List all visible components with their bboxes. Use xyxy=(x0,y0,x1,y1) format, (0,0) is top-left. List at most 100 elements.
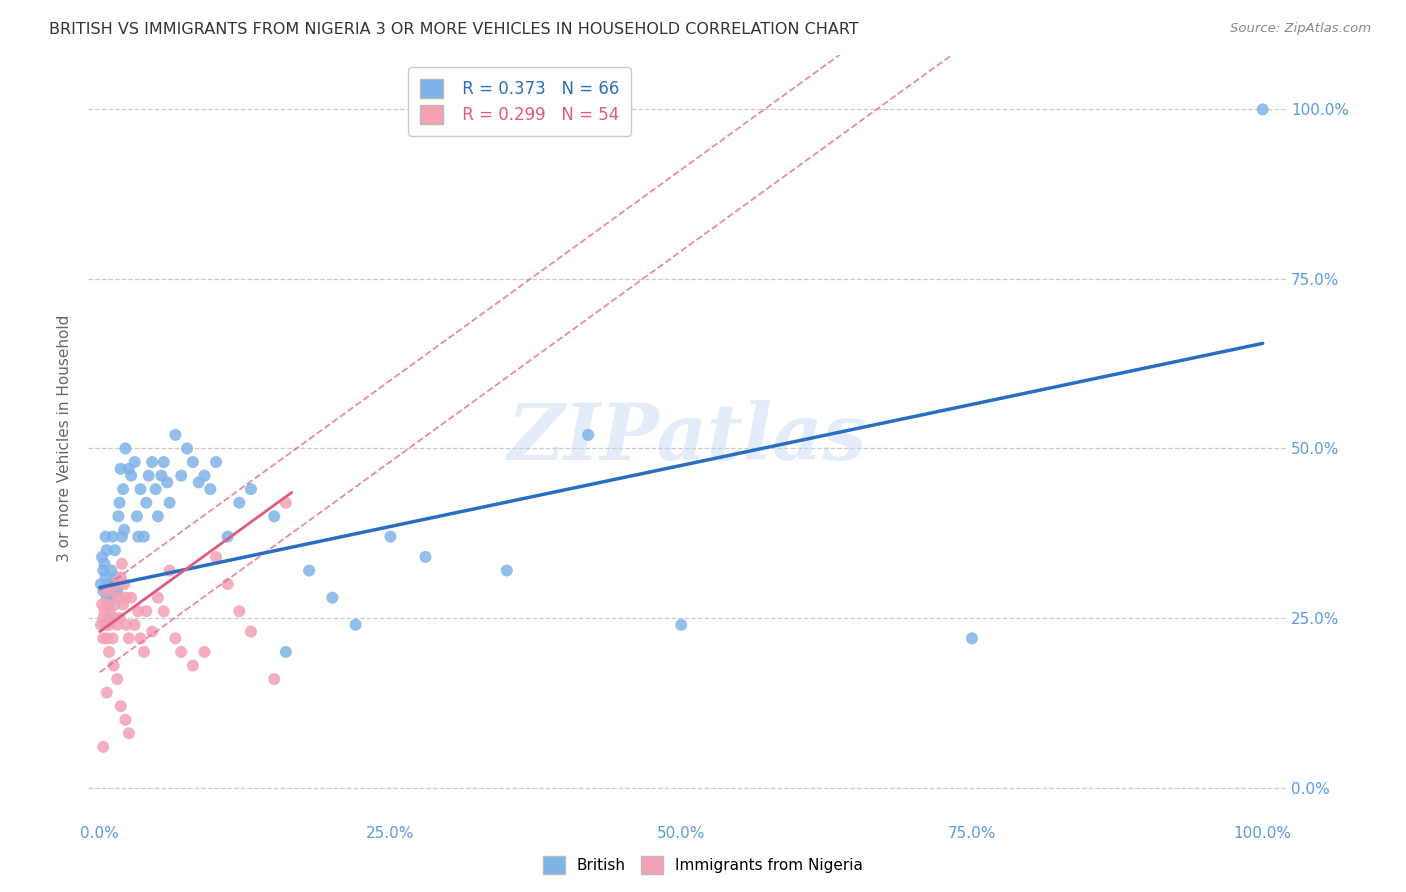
Point xyxy=(165,632,187,646)
Point xyxy=(138,468,160,483)
Point xyxy=(105,617,128,632)
Point xyxy=(181,455,204,469)
Point xyxy=(170,645,193,659)
Point xyxy=(110,462,132,476)
Point xyxy=(145,482,167,496)
Point xyxy=(127,604,149,618)
Point xyxy=(110,570,132,584)
Point xyxy=(960,632,983,646)
Point xyxy=(114,713,136,727)
Point xyxy=(176,442,198,456)
Point xyxy=(193,645,215,659)
Point xyxy=(671,617,693,632)
Point xyxy=(91,739,114,754)
Point xyxy=(105,583,128,598)
Point xyxy=(129,482,152,496)
Point xyxy=(98,645,121,659)
Point xyxy=(274,645,297,659)
Point xyxy=(94,530,117,544)
Point xyxy=(94,617,117,632)
Point xyxy=(105,672,128,686)
Text: Source: ZipAtlas.com: Source: ZipAtlas.com xyxy=(1230,22,1371,36)
Point xyxy=(104,598,127,612)
Point xyxy=(94,570,117,584)
Point xyxy=(146,591,169,605)
Point xyxy=(91,632,114,646)
Point xyxy=(1251,103,1274,117)
Point xyxy=(228,496,250,510)
Point xyxy=(380,530,402,544)
Point xyxy=(105,577,128,591)
Point xyxy=(141,455,163,469)
Point xyxy=(105,570,128,584)
Point xyxy=(107,591,129,605)
Point xyxy=(321,591,343,605)
Point xyxy=(217,577,239,591)
Point xyxy=(415,549,437,564)
Point xyxy=(124,617,146,632)
Point xyxy=(100,583,122,598)
Point xyxy=(98,604,121,618)
Point xyxy=(576,428,599,442)
Point xyxy=(181,658,204,673)
Point xyxy=(228,604,250,618)
Point xyxy=(135,604,157,618)
Point xyxy=(96,685,118,699)
Point xyxy=(112,577,135,591)
Point xyxy=(98,583,121,598)
Point xyxy=(112,523,135,537)
Point xyxy=(217,530,239,544)
Point xyxy=(205,455,228,469)
Point xyxy=(91,549,114,564)
Legend: British, Immigrants from Nigeria: British, Immigrants from Nigeria xyxy=(537,850,869,880)
Point xyxy=(170,468,193,483)
Point xyxy=(200,482,222,496)
Point xyxy=(118,726,141,740)
Point xyxy=(97,577,120,591)
Point xyxy=(165,428,187,442)
Point xyxy=(91,564,114,578)
Point xyxy=(152,455,174,469)
Point xyxy=(124,455,146,469)
Point xyxy=(107,509,129,524)
Point xyxy=(495,564,517,578)
Point xyxy=(263,672,285,686)
Point xyxy=(146,509,169,524)
Point xyxy=(103,611,125,625)
Point xyxy=(118,632,141,646)
Point xyxy=(103,658,125,673)
Point xyxy=(239,624,262,639)
Point xyxy=(127,530,149,544)
Point xyxy=(132,645,155,659)
Point xyxy=(239,482,262,496)
Point xyxy=(274,496,297,510)
Point xyxy=(91,598,114,612)
Point xyxy=(97,598,120,612)
Point xyxy=(120,591,142,605)
Point xyxy=(187,475,209,490)
Point xyxy=(159,564,181,578)
Point xyxy=(110,699,132,714)
Point xyxy=(91,583,114,598)
Y-axis label: 3 or more Vehicles in Household: 3 or more Vehicles in Household xyxy=(58,315,72,562)
Point xyxy=(263,509,285,524)
Point xyxy=(129,632,152,646)
Point xyxy=(100,591,122,605)
Point xyxy=(90,617,112,632)
Point xyxy=(98,617,121,632)
Point xyxy=(135,496,157,510)
Text: BRITISH VS IMMIGRANTS FROM NIGERIA 3 OR MORE VEHICLES IN HOUSEHOLD CORRELATION C: BRITISH VS IMMIGRANTS FROM NIGERIA 3 OR … xyxy=(49,22,859,37)
Point xyxy=(114,591,136,605)
Point xyxy=(159,496,181,510)
Point xyxy=(112,598,135,612)
Point xyxy=(97,598,120,612)
Point xyxy=(101,632,124,646)
Point xyxy=(104,543,127,558)
Point xyxy=(152,604,174,618)
Text: ZIPatlas: ZIPatlas xyxy=(508,400,866,476)
Point xyxy=(120,468,142,483)
Point xyxy=(205,549,228,564)
Point xyxy=(90,577,112,591)
Point xyxy=(101,530,124,544)
Point xyxy=(141,624,163,639)
